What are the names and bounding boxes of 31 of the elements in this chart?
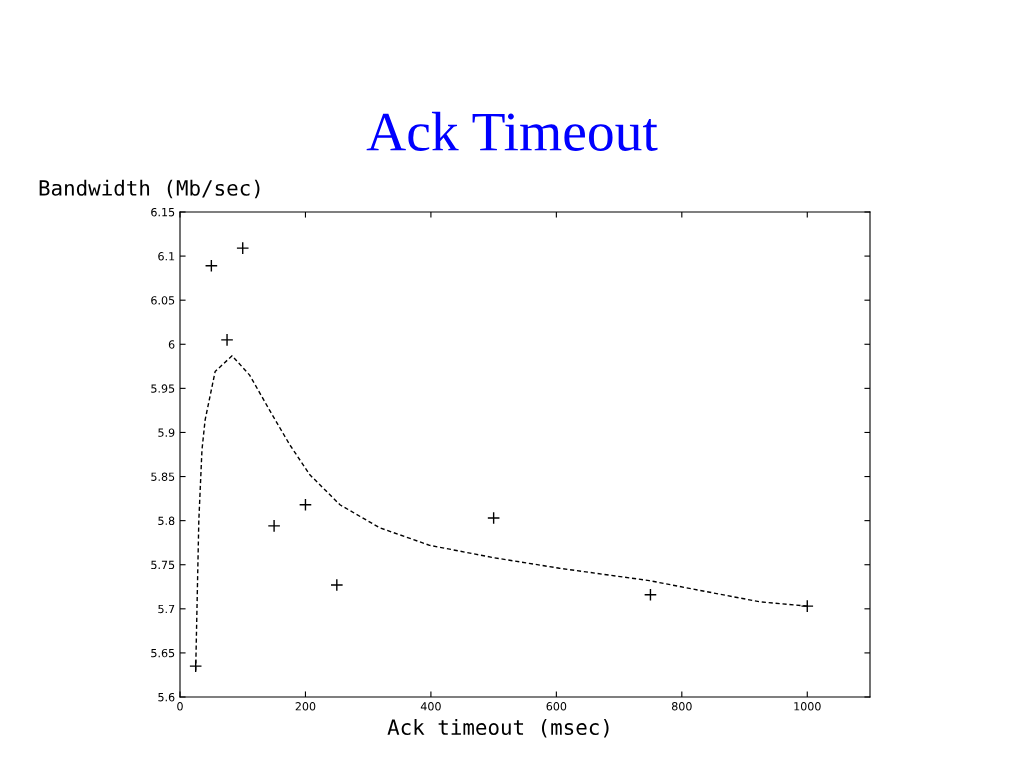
y-tick-label: 5.85 (151, 472, 175, 481)
point (330, 578, 344, 592)
x-tick-label: 600 (546, 702, 567, 711)
point (267, 519, 281, 533)
y-tick-label: 5.6 (158, 692, 175, 702)
x-tick-label: 1000 (794, 702, 821, 711)
y-tick-label: 5.9 (158, 428, 175, 437)
x-tick-label: 800 (671, 702, 692, 711)
point (643, 588, 657, 602)
x-axis-title: Ack timeout (msec) (387, 718, 609, 738)
y-tick-label: 5.75 (151, 560, 175, 570)
x-tick-label: 0 (177, 702, 183, 711)
x-tick-label: 400 (420, 702, 441, 711)
y-tick-label: 5.65 (151, 648, 175, 658)
point (189, 659, 203, 673)
point (236, 241, 250, 255)
chart-title: Ack Timeout (366, 111, 658, 151)
point (220, 333, 234, 347)
y-tick-label: 5.95 (151, 384, 175, 393)
point (298, 498, 312, 512)
point (800, 599, 814, 613)
y-tick-label: 6.05 (151, 296, 175, 305)
y-tick-label: 6.15 (151, 207, 175, 217)
y-tick-label: 5.8 (158, 516, 175, 526)
y-tick-label: 6.1 (158, 252, 175, 261)
y-axis-title: Bandwidth (Mb/sec) (39, 179, 260, 199)
x-tick-label: 200 (295, 702, 316, 711)
y-tick-label: 6 (168, 340, 175, 349)
y-tick-label: 5.7 (158, 604, 175, 614)
point (204, 259, 218, 273)
point (487, 511, 501, 525)
